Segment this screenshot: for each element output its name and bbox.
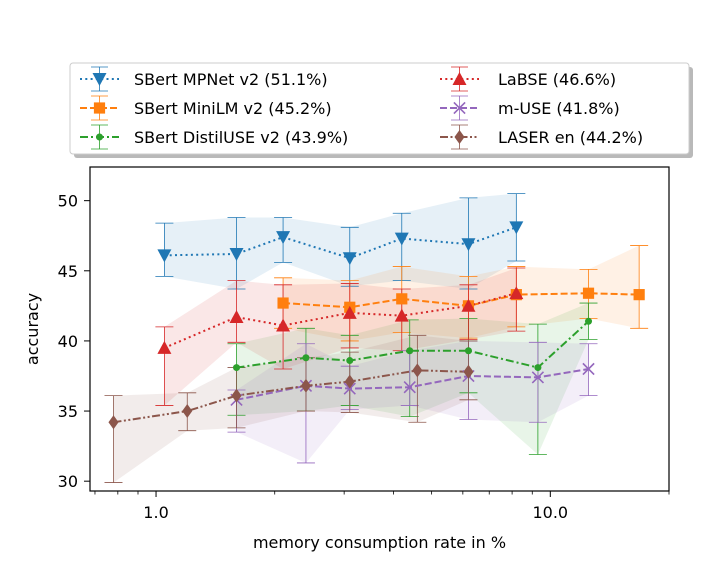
- legend-item-6-marker: [454, 130, 465, 144]
- series-2-point-1: [277, 297, 289, 309]
- x-tick-label-2: 10.0: [532, 503, 568, 522]
- y-tick-label-4: 45: [58, 262, 78, 281]
- series-5-point-4: [403, 381, 416, 394]
- series-4-point-3: [276, 318, 291, 332]
- series-4-point-1: [157, 340, 172, 354]
- series-1-point-6: [461, 238, 476, 252]
- x-tick-label-1: 1.0: [143, 503, 168, 522]
- legend-item-5-label: m-USE (41.8%): [498, 99, 620, 118]
- series-2-band: [283, 245, 640, 341]
- series-markers: [108, 221, 645, 430]
- legend-item-3-label: SBert DistilUSE v2 (43.9%): [134, 128, 348, 147]
- x-axis: 1.0 10.0: [94, 491, 670, 522]
- legend-item-2-label: SBert MiniLM v2 (45.2%): [134, 99, 332, 118]
- y-tick-label-3: 40: [58, 332, 78, 351]
- series-1-point-1: [157, 249, 172, 263]
- series-6-point-3: [231, 388, 242, 403]
- y-tick-label-1: 30: [58, 472, 78, 491]
- series-6-point-4: [300, 378, 311, 393]
- series-6-band: [113, 335, 469, 483]
- series-1-point-5: [394, 232, 409, 246]
- series-1-point-4: [342, 252, 357, 266]
- legend-item-6: LASER en (44.2%): [440, 124, 643, 150]
- series-4-point-5: [394, 308, 409, 322]
- series-3-point-3: [346, 357, 354, 365]
- series-6-point-2: [182, 404, 193, 419]
- series-1-point-3: [276, 231, 291, 245]
- error-bands: [113, 193, 640, 483]
- legend-item-6-label: LASER en (44.2%): [498, 128, 643, 147]
- plot-frame: [89, 166, 670, 492]
- series-1-point-7: [509, 221, 524, 235]
- series-4-point-7: [509, 286, 524, 300]
- series-4-point-4: [342, 305, 357, 319]
- legend-item-3-marker: [96, 133, 103, 141]
- series-6-point-7: [463, 364, 474, 379]
- series-3-point-6: [534, 364, 542, 372]
- series-3-point-2: [302, 354, 310, 362]
- y-tick-label-5: 50: [58, 192, 78, 211]
- series-5-point-7: [582, 362, 595, 376]
- series-6-point-6: [412, 363, 423, 378]
- x-axis-label: memory consumption rate in %: [253, 533, 506, 552]
- series-3-point-7: [585, 317, 593, 325]
- series-2-point-6: [582, 287, 595, 299]
- series-5-point-6: [531, 371, 545, 384]
- series-6-point-1: [108, 415, 119, 430]
- series-1-band: [164, 193, 517, 290]
- series-1-point-2: [229, 248, 244, 261]
- legend-item-5-marker: [453, 101, 466, 115]
- legend: SBert MPNet v2 (51.1%) SBert MiniLM v2 (4…: [69, 62, 693, 158]
- legend-item-1: SBert MPNet v2 (51.1%): [80, 66, 328, 92]
- series-3-point-5: [464, 347, 472, 355]
- series-5-band: [236, 340, 589, 463]
- legend-item-4-marker: [452, 72, 467, 85]
- series-4-point-6: [461, 298, 476, 312]
- series-5-point-3: [343, 382, 356, 395]
- legend-item-3: SBert DistilUSE v2 (43.9%): [80, 124, 348, 150]
- legend-item-2-marker: [93, 102, 106, 114]
- series-6-point-5: [344, 374, 355, 389]
- series-2-point-7: [633, 289, 645, 301]
- y-axis-label: accuracy: [23, 293, 42, 365]
- legend-item-2: SBert MiniLM v2 (45.2%): [80, 95, 332, 121]
- y-axis: 30 35 40 45 50: [58, 192, 90, 491]
- legend-item-1-marker: [92, 73, 107, 86]
- series-3-band: [236, 303, 589, 455]
- legend-box: [69, 62, 690, 155]
- legend-item-5: m-USE (41.8%): [440, 95, 620, 121]
- legend-item-1-label: SBert MPNet v2 (51.1%): [134, 70, 328, 89]
- series-2-point-3: [396, 293, 408, 305]
- y-tick-label-2: 35: [58, 402, 78, 421]
- series-3-point-4: [406, 347, 414, 355]
- legend-item-4: LaBSE (46.6%): [440, 66, 616, 92]
- series-4-point-2: [229, 310, 244, 324]
- series-3-point-1: [233, 364, 241, 372]
- legend-item-4-label: LaBSE (46.6%): [498, 70, 616, 89]
